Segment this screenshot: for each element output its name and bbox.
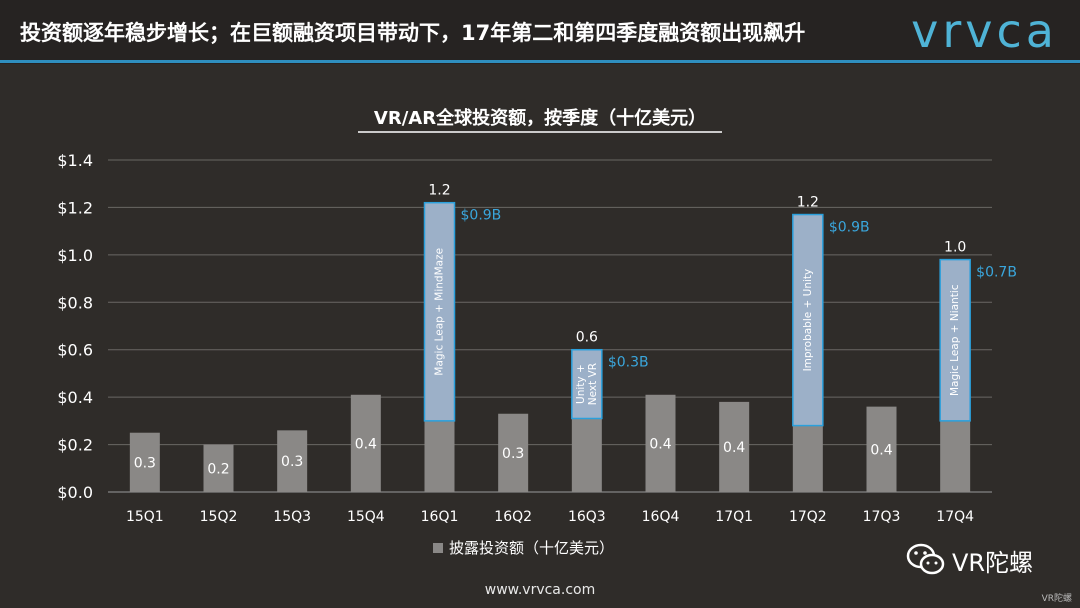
y-tick-label: $1.2 <box>57 198 93 217</box>
x-axis-ticks: 15Q1 15Q2 15Q3 15Q4 16Q1 16Q2 16Q3 16Q4 17Q1 17Q2… <box>126 509 974 525</box>
y-tick-label: $0.6 <box>57 341 93 360</box>
x-tick-label: 17Q2 <box>789 509 827 525</box>
legend-label: 披露投资额（十亿美元） <box>449 539 614 557</box>
y-tick-label: $1.4 <box>57 151 93 170</box>
highlight-deal-label: Magic Leap + Niantic <box>949 284 961 396</box>
y-axis-ticks: $0.0 $0.2 $0.4 $0.6 $0.8 $1.0 $1.2 $1.4 <box>57 151 93 502</box>
chart-title: VR/AR全球投资额，按季度（十亿美元） <box>374 107 706 129</box>
x-tick-label: 16Q3 <box>568 509 606 525</box>
bar <box>645 394 676 492</box>
bar <box>866 406 897 492</box>
wechat-account-name: VR陀螺 <box>952 548 1034 577</box>
highlight-amount-label: $0.9B <box>829 220 870 236</box>
x-tick-label: 17Q4 <box>936 509 974 525</box>
highlight-deal-label: Magic Leap + MindMaze <box>434 248 446 376</box>
header-bar: 投资额逐年稳步增长；在巨额融资项目带动下，17年第二和第四季度融资额出现飙升 v… <box>0 0 1080 64</box>
legend: 披露投资额（十亿美元） <box>433 539 614 557</box>
y-tick-label: $0.4 <box>57 388 93 407</box>
bar <box>719 401 750 492</box>
bar <box>424 420 455 492</box>
x-tick-label: 15Q2 <box>200 509 238 525</box>
highlight-deal-label: Next VR <box>587 363 599 405</box>
highlight-deal-label: Unity + <box>575 364 587 404</box>
highlight-bar-segment <box>571 348 603 420</box>
bar <box>203 444 234 492</box>
bar-value-label: 0.4 <box>355 436 377 452</box>
legend-swatch <box>433 543 443 553</box>
highlight-amount-label: $0.7B <box>976 265 1017 281</box>
bar <box>940 420 971 492</box>
bar-value-label: 0.4 <box>649 436 671 452</box>
x-tick-label: 15Q3 <box>273 509 311 525</box>
y-tick-label: $0.0 <box>57 483 93 502</box>
header-divider <box>0 60 1080 63</box>
highlight-bar-segment <box>792 213 824 427</box>
x-tick-label: 15Q1 <box>126 509 164 525</box>
highlight-deal-label: Improbable + Unity <box>802 269 814 372</box>
highlight-amount-label: $0.3B <box>608 355 649 371</box>
page-title: 投资额逐年稳步增长；在巨额融资项目带动下，17年第二和第四季度融资额出现飙升 <box>20 21 806 45</box>
bar <box>498 413 529 492</box>
y-tick-label: $0.2 <box>57 436 93 455</box>
highlight-amount-label: $0.9B <box>461 208 502 224</box>
bar <box>277 430 308 492</box>
bar-value-label: 0.6 <box>576 330 598 346</box>
wechat-icon <box>906 543 945 575</box>
investment-chart: VR/AR全球投资额，按季度（十亿美元） $0.0$0.2$0.4$0.6$0.… <box>57 107 1017 557</box>
corner-watermark: VR陀螺 <box>1041 594 1072 604</box>
vrvca-logo: vrvca <box>911 4 1058 58</box>
bar-value-label: 0.3 <box>134 455 156 471</box>
y-tick-label: $0.8 <box>57 293 93 312</box>
x-tick-label: 16Q4 <box>642 509 680 525</box>
bar <box>792 425 823 492</box>
bar <box>350 394 381 492</box>
x-tick-label: 15Q4 <box>347 509 385 525</box>
x-tick-label: 16Q1 <box>421 509 459 525</box>
highlight-bar-segment <box>939 258 971 422</box>
highlight-bar-segment <box>423 201 456 422</box>
bar <box>129 432 160 492</box>
bar-value-label: 1.2 <box>428 183 450 199</box>
bar-value-label: 1.0 <box>944 240 966 256</box>
y-tick-label: $1.0 <box>57 246 93 265</box>
bar-value-label: 0.4 <box>723 440 745 456</box>
x-tick-label: 17Q3 <box>863 509 901 525</box>
x-tick-label: 16Q2 <box>494 509 532 525</box>
bars: 0.3 0.2 0.3 0.4 Magic Leap + MindMaze 1.2 $0.9… <box>129 183 1017 492</box>
bar <box>571 418 602 492</box>
grid-lines <box>108 159 992 493</box>
footer-url: www.vrvca.com <box>484 582 596 598</box>
bar-value-label: 1.2 <box>797 195 819 211</box>
bar-value-label: 0.3 <box>502 446 524 462</box>
x-tick-label: 17Q1 <box>715 509 753 525</box>
bar-value-label: 0.2 <box>207 461 229 477</box>
bar-value-label: 0.3 <box>281 454 303 470</box>
wechat-badge: VR陀螺 <box>906 540 1033 580</box>
bar-value-label: 0.4 <box>870 442 892 458</box>
